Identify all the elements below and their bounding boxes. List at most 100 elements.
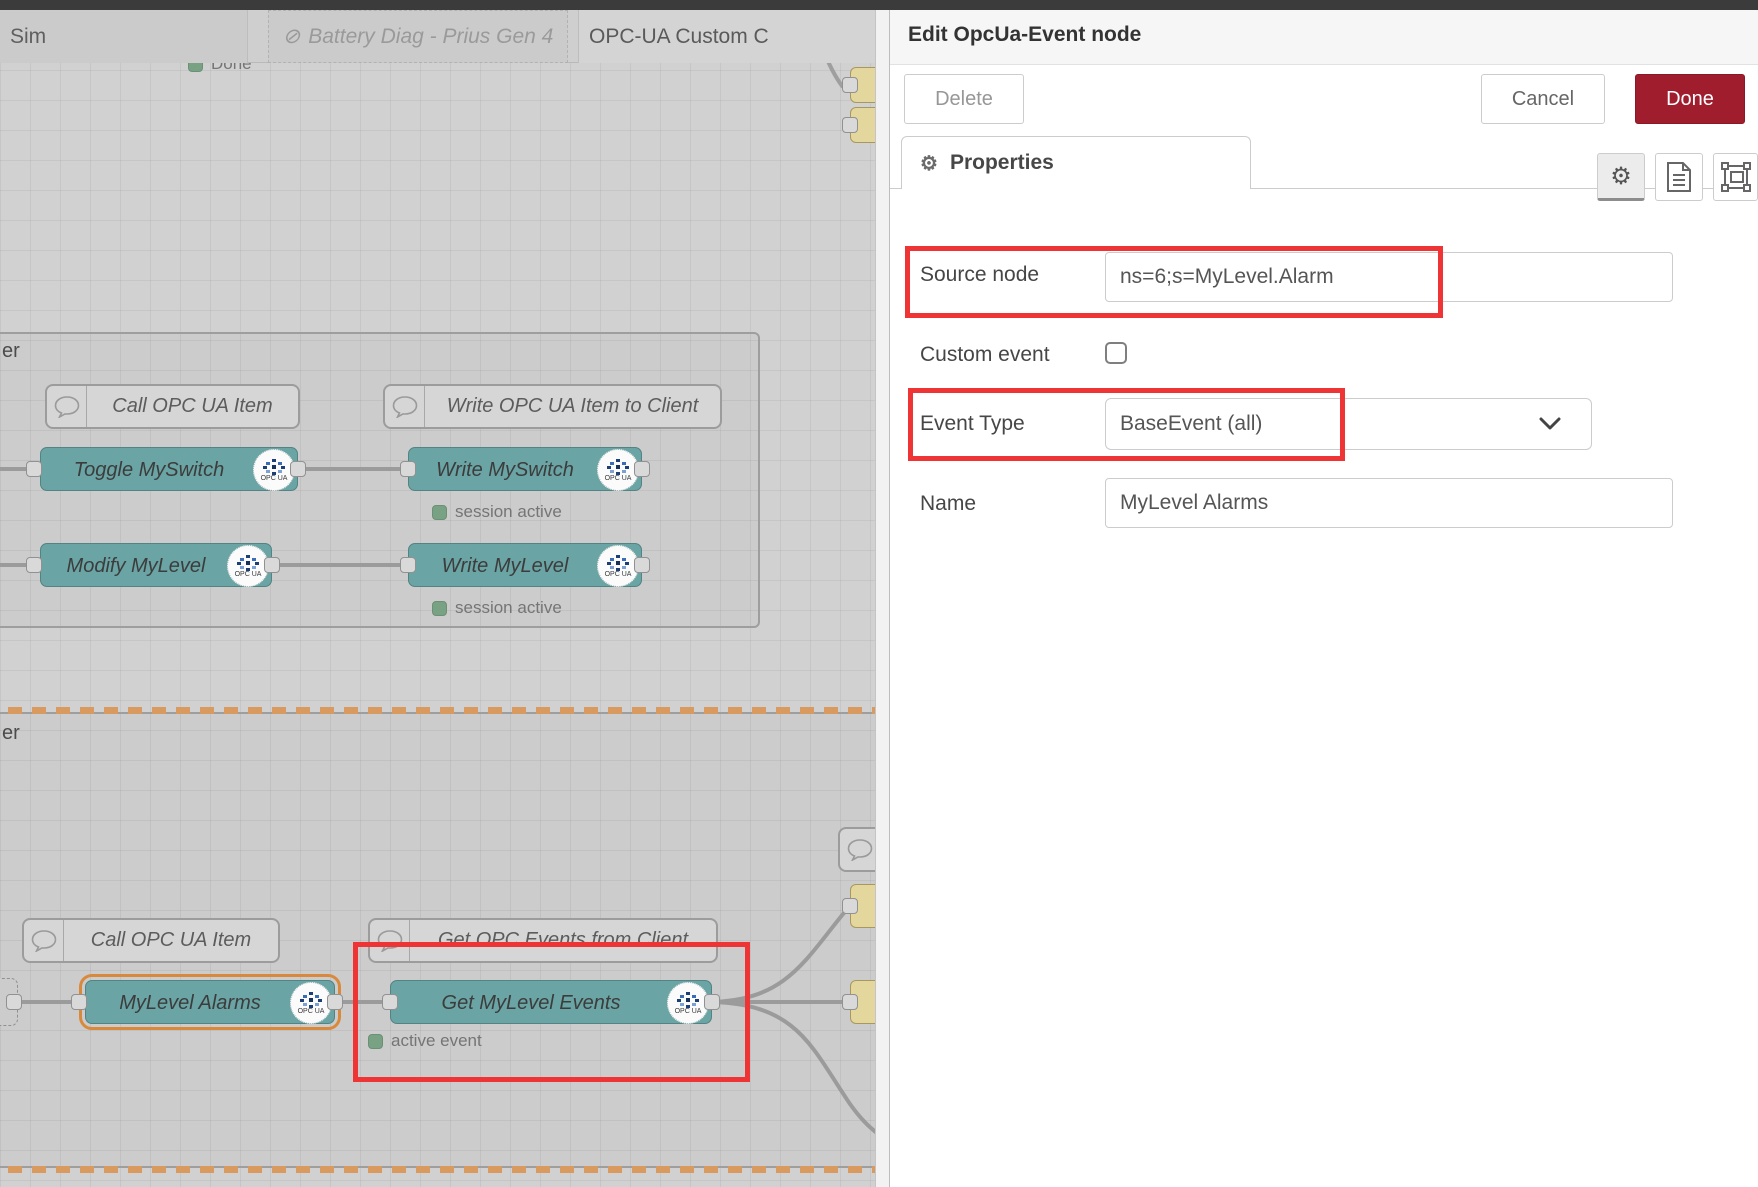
node-input-port[interactable]: [400, 461, 416, 477]
node-output-port[interactable]: [634, 557, 650, 573]
tab-opcua-custom[interactable]: OPC-UA Custom C: [578, 10, 890, 63]
tab-sim[interactable]: Sim: [0, 10, 248, 63]
comment-node[interactable]: Write OPC UA Item to Client: [383, 384, 722, 429]
tab-separator: [890, 188, 1758, 189]
node-status-active-event: active event: [368, 1031, 482, 1051]
comment-bubble-icon: [24, 920, 64, 961]
event-type-value: BaseEvent (all): [1120, 412, 1263, 435]
badge-text: OPC UA: [297, 1007, 325, 1015]
badge-text: OPC UA: [604, 570, 632, 578]
flow-canvas[interactable]: Done Sim ⊘ Battery Diag - Prius Gen 4 OP…: [0, 10, 890, 1187]
tray-title: Edit OpcUa-Event node: [908, 23, 1142, 46]
group-label: er: [2, 340, 20, 362]
gear-icon: ⚙: [1610, 162, 1632, 190]
group-label: er: [2, 722, 20, 744]
button-label: Delete: [935, 87, 993, 110]
button-label: Cancel: [1511, 87, 1575, 110]
node-modify-mylevel[interactable]: Modify MyLevel OPC UA: [40, 543, 272, 587]
document-icon: [1667, 162, 1691, 192]
node-write-myswitch[interactable]: Write MySwitch OPC UA: [408, 447, 642, 491]
flow-tab-bar: Sim ⊘ Battery Diag - Prius Gen 4 OPC-UA …: [0, 10, 890, 63]
node-input-port[interactable]: [842, 898, 858, 914]
properties-view-button[interactable]: ⚙: [1597, 153, 1645, 201]
custom-event-checkbox[interactable]: [1105, 342, 1127, 364]
group-selected-border-top: [0, 707, 890, 714]
node-output-port[interactable]: [6, 994, 22, 1010]
node-label: Write MySwitch: [436, 458, 574, 481]
node-output-port[interactable]: [634, 461, 650, 477]
canvas-panel-divider[interactable]: [875, 10, 890, 1187]
badge-text: OPC UA: [674, 1007, 702, 1015]
edit-node-tray: Edit OpcUa-Event node Delete Cancel Done…: [890, 10, 1758, 1187]
tab-properties[interactable]: ⚙ Properties: [901, 136, 1251, 189]
tab-label: Battery Diag - Prius Gen 4: [308, 24, 554, 48]
node-output-port[interactable]: [704, 994, 720, 1010]
node-label: Modify MyLevel: [66, 554, 206, 577]
opcua-badge-icon: OPC UA: [597, 449, 639, 491]
comment-label: Write OPC UA Item to Client: [446, 395, 699, 417]
node-input-port[interactable]: [382, 994, 398, 1010]
opcua-badge-icon: OPC UA: [290, 982, 332, 1024]
tab-battery-diag[interactable]: ⊘ Battery Diag - Prius Gen 4: [268, 10, 568, 63]
tab-label: OPC-UA Custom C: [589, 24, 769, 48]
comment-label: Get OPC Events from Client: [437, 929, 689, 951]
source-node-label: Source node: [920, 263, 1040, 286]
badge-text: OPC UA: [604, 474, 632, 482]
description-view-button[interactable]: [1655, 153, 1703, 201]
tab-label: Sim: [10, 24, 47, 48]
comment-bubble-icon: [370, 920, 410, 961]
button-label: Done: [1666, 87, 1714, 110]
comment-node[interactable]: Call OPC UA Item: [45, 384, 300, 429]
comment-bubble-icon: [47, 386, 87, 427]
chevron-down-icon: [1539, 417, 1561, 430]
group-selected-border-bottom: [0, 1166, 890, 1173]
status-ok-icon: [432, 504, 447, 520]
custom-event-label: Custom event: [920, 343, 1050, 366]
comment-bubble-icon: [385, 386, 425, 427]
node-input-port[interactable]: [842, 994, 858, 1010]
cancel-button[interactable]: Cancel: [1481, 74, 1605, 124]
comment-label: Call OPC UA Item: [90, 929, 252, 951]
opcua-badge-icon: OPC UA: [667, 982, 709, 1024]
appearance-view-button[interactable]: [1713, 153, 1758, 201]
status-ok-icon: [432, 600, 447, 616]
node-write-mylevel[interactable]: Write MyLevel OPC UA: [408, 543, 642, 587]
opcua-badge-icon: OPC UA: [227, 545, 269, 587]
event-type-select[interactable]: BaseEvent (all): [1105, 398, 1592, 450]
node-status-session-active: session active: [432, 598, 562, 618]
node-output-port[interactable]: [290, 461, 306, 477]
opcua-badge-icon: OPC UA: [597, 545, 639, 587]
node-label: MyLevel Alarms: [119, 991, 261, 1014]
node-input-port[interactable]: [400, 557, 416, 573]
source-node-input[interactable]: [1105, 252, 1673, 302]
name-label: Name: [920, 492, 977, 515]
status-text: active event: [391, 1031, 482, 1050]
disabled-flow-icon: ⊘: [282, 25, 301, 48]
appearance-icon: [1720, 162, 1751, 192]
name-input[interactable]: [1105, 478, 1673, 528]
delete-button[interactable]: Delete: [904, 74, 1024, 124]
node-input-port[interactable]: [842, 117, 858, 133]
node-get-mylevel-events[interactable]: Get MyLevel Events OPC UA: [390, 980, 712, 1024]
node-output-port[interactable]: [264, 557, 280, 573]
node-status-session-active: session active: [432, 502, 562, 522]
status-text: session active: [455, 502, 562, 521]
badge-text: OPC UA: [260, 474, 288, 482]
status-text: session active: [455, 598, 562, 617]
node-toggle-myswitch[interactable]: Toggle MySwitch OPC UA: [40, 447, 298, 491]
comment-node[interactable]: Get OPC Events from Client: [368, 918, 718, 963]
comment-label: Call OPC UA Item: [112, 395, 273, 417]
gear-icon: ⚙: [920, 152, 938, 175]
node-output-port[interactable]: [327, 994, 343, 1010]
group-opcua-server-top[interactable]: [0, 332, 760, 628]
node-label: Get MyLevel Events: [441, 991, 621, 1014]
done-button[interactable]: Done: [1635, 74, 1745, 124]
node-input-port[interactable]: [71, 994, 87, 1010]
node-label: Toggle MySwitch: [73, 458, 225, 481]
node-input-port[interactable]: [842, 77, 858, 93]
comment-node[interactable]: Call OPC UA Item: [22, 918, 280, 963]
node-input-port[interactable]: [26, 557, 42, 573]
node-input-port[interactable]: [26, 461, 42, 477]
node-mylevel-alarms[interactable]: MyLevel Alarms OPC UA: [79, 974, 341, 1030]
tab-label: Properties: [949, 151, 1054, 174]
